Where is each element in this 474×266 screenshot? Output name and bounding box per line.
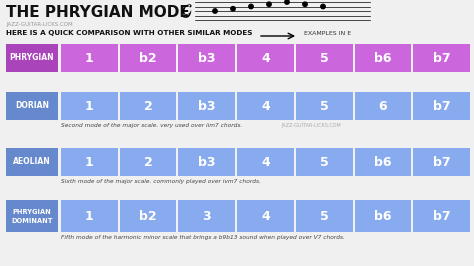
Circle shape <box>231 7 235 11</box>
FancyBboxPatch shape <box>237 92 294 120</box>
Text: THE PHRYGIAN MODE: THE PHRYGIAN MODE <box>6 5 190 20</box>
FancyBboxPatch shape <box>61 148 118 176</box>
FancyBboxPatch shape <box>296 44 353 72</box>
FancyBboxPatch shape <box>6 92 58 120</box>
Text: 2: 2 <box>144 156 153 168</box>
Text: b7: b7 <box>433 99 450 113</box>
Text: Second mode of the major scale. very used over iim7 chords.: Second mode of the major scale. very use… <box>61 123 242 128</box>
Circle shape <box>303 2 307 6</box>
FancyBboxPatch shape <box>296 200 353 232</box>
FancyBboxPatch shape <box>120 44 176 72</box>
Text: PHRYGIAN: PHRYGIAN <box>13 209 51 215</box>
Circle shape <box>249 4 253 9</box>
Text: 5: 5 <box>320 52 328 64</box>
Text: 3: 3 <box>202 210 211 222</box>
Text: 6: 6 <box>379 99 387 113</box>
FancyBboxPatch shape <box>6 200 58 232</box>
Text: PHRYGIAN: PHRYGIAN <box>9 53 55 63</box>
Text: AEOLIAN: AEOLIAN <box>13 157 51 167</box>
Text: b7: b7 <box>433 52 450 64</box>
Text: EXAMPLES IN E: EXAMPLES IN E <box>304 31 351 36</box>
Text: b2: b2 <box>139 210 157 222</box>
Circle shape <box>321 4 325 9</box>
FancyBboxPatch shape <box>355 92 411 120</box>
FancyBboxPatch shape <box>120 200 176 232</box>
Text: b6: b6 <box>374 52 392 64</box>
FancyBboxPatch shape <box>296 148 353 176</box>
Circle shape <box>267 2 271 6</box>
Text: 2: 2 <box>144 99 153 113</box>
FancyBboxPatch shape <box>355 148 411 176</box>
FancyBboxPatch shape <box>413 200 470 232</box>
Text: b6: b6 <box>374 210 392 222</box>
Circle shape <box>213 9 217 13</box>
Text: b3: b3 <box>198 99 216 113</box>
FancyBboxPatch shape <box>296 92 353 120</box>
Text: Fifth mode of the harmonic minor scale that brings a b9b13 sound when played ove: Fifth mode of the harmonic minor scale t… <box>61 235 345 240</box>
FancyBboxPatch shape <box>237 200 294 232</box>
FancyBboxPatch shape <box>61 200 118 232</box>
FancyBboxPatch shape <box>178 148 235 176</box>
Text: 4: 4 <box>261 52 270 64</box>
Text: b6: b6 <box>374 156 392 168</box>
Text: 5: 5 <box>320 210 328 222</box>
Text: b3: b3 <box>198 52 216 64</box>
Text: b7: b7 <box>433 210 450 222</box>
Text: 5: 5 <box>320 156 328 168</box>
FancyBboxPatch shape <box>355 200 411 232</box>
Text: DOMINANT: DOMINANT <box>11 218 53 224</box>
Text: b7: b7 <box>433 156 450 168</box>
FancyBboxPatch shape <box>355 44 411 72</box>
Text: 4: 4 <box>261 210 270 222</box>
FancyBboxPatch shape <box>178 200 235 232</box>
Circle shape <box>285 0 289 4</box>
Text: Sixth mode of the major scale. commonly played over ivm7 chords.: Sixth mode of the major scale. commonly … <box>61 179 261 184</box>
Text: 1: 1 <box>85 210 94 222</box>
FancyBboxPatch shape <box>61 44 118 72</box>
FancyBboxPatch shape <box>237 44 294 72</box>
Text: 5: 5 <box>320 99 328 113</box>
Text: JAZZ-GUITAR-LICKS.COM: JAZZ-GUITAR-LICKS.COM <box>6 22 73 27</box>
Text: JAZZ-GUITAR-LICKS.COM: JAZZ-GUITAR-LICKS.COM <box>281 123 341 128</box>
Text: 4: 4 <box>261 99 270 113</box>
Text: 1: 1 <box>85 99 94 113</box>
FancyBboxPatch shape <box>413 44 470 72</box>
Text: b3: b3 <box>198 156 216 168</box>
Text: 1: 1 <box>85 52 94 64</box>
FancyBboxPatch shape <box>6 44 58 72</box>
FancyBboxPatch shape <box>120 148 176 176</box>
Text: HERE IS A QUICK COMPARISON WITH OTHER SIMILAR MODES: HERE IS A QUICK COMPARISON WITH OTHER SI… <box>6 30 253 36</box>
Text: 1: 1 <box>85 156 94 168</box>
FancyBboxPatch shape <box>413 148 470 176</box>
FancyBboxPatch shape <box>237 148 294 176</box>
FancyBboxPatch shape <box>178 44 235 72</box>
Text: DORIAN: DORIAN <box>15 102 49 110</box>
Text: $\mathcal{G}$: $\mathcal{G}$ <box>182 2 193 20</box>
Text: b2: b2 <box>139 52 157 64</box>
FancyBboxPatch shape <box>61 92 118 120</box>
Text: 4: 4 <box>261 156 270 168</box>
FancyBboxPatch shape <box>120 92 176 120</box>
FancyBboxPatch shape <box>6 148 58 176</box>
FancyBboxPatch shape <box>178 92 235 120</box>
FancyBboxPatch shape <box>413 92 470 120</box>
